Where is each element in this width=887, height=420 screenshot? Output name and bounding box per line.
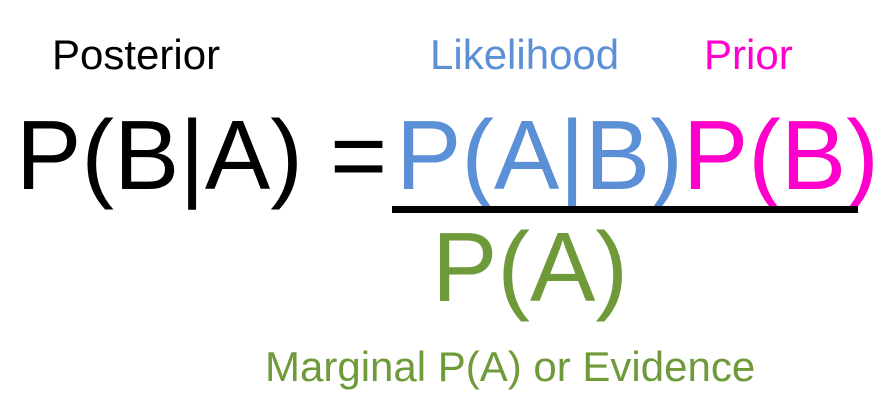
numerator-prior: P(B) xyxy=(682,100,879,210)
likelihood-label: Likelihood xyxy=(430,31,620,78)
posterior-label: Posterior xyxy=(52,31,221,78)
equation-lhs: P(B|A) = xyxy=(16,100,388,210)
numerator-likelihood: P(A|B) xyxy=(396,100,683,210)
fraction-bar xyxy=(392,206,858,213)
evidence-label: Marginal P(A) or Evidence xyxy=(265,343,756,390)
prior-label: Prior xyxy=(704,31,793,78)
equation-denominator: P(A) xyxy=(432,212,628,322)
equation-numerator: P(A|B)P(B) xyxy=(396,106,879,204)
